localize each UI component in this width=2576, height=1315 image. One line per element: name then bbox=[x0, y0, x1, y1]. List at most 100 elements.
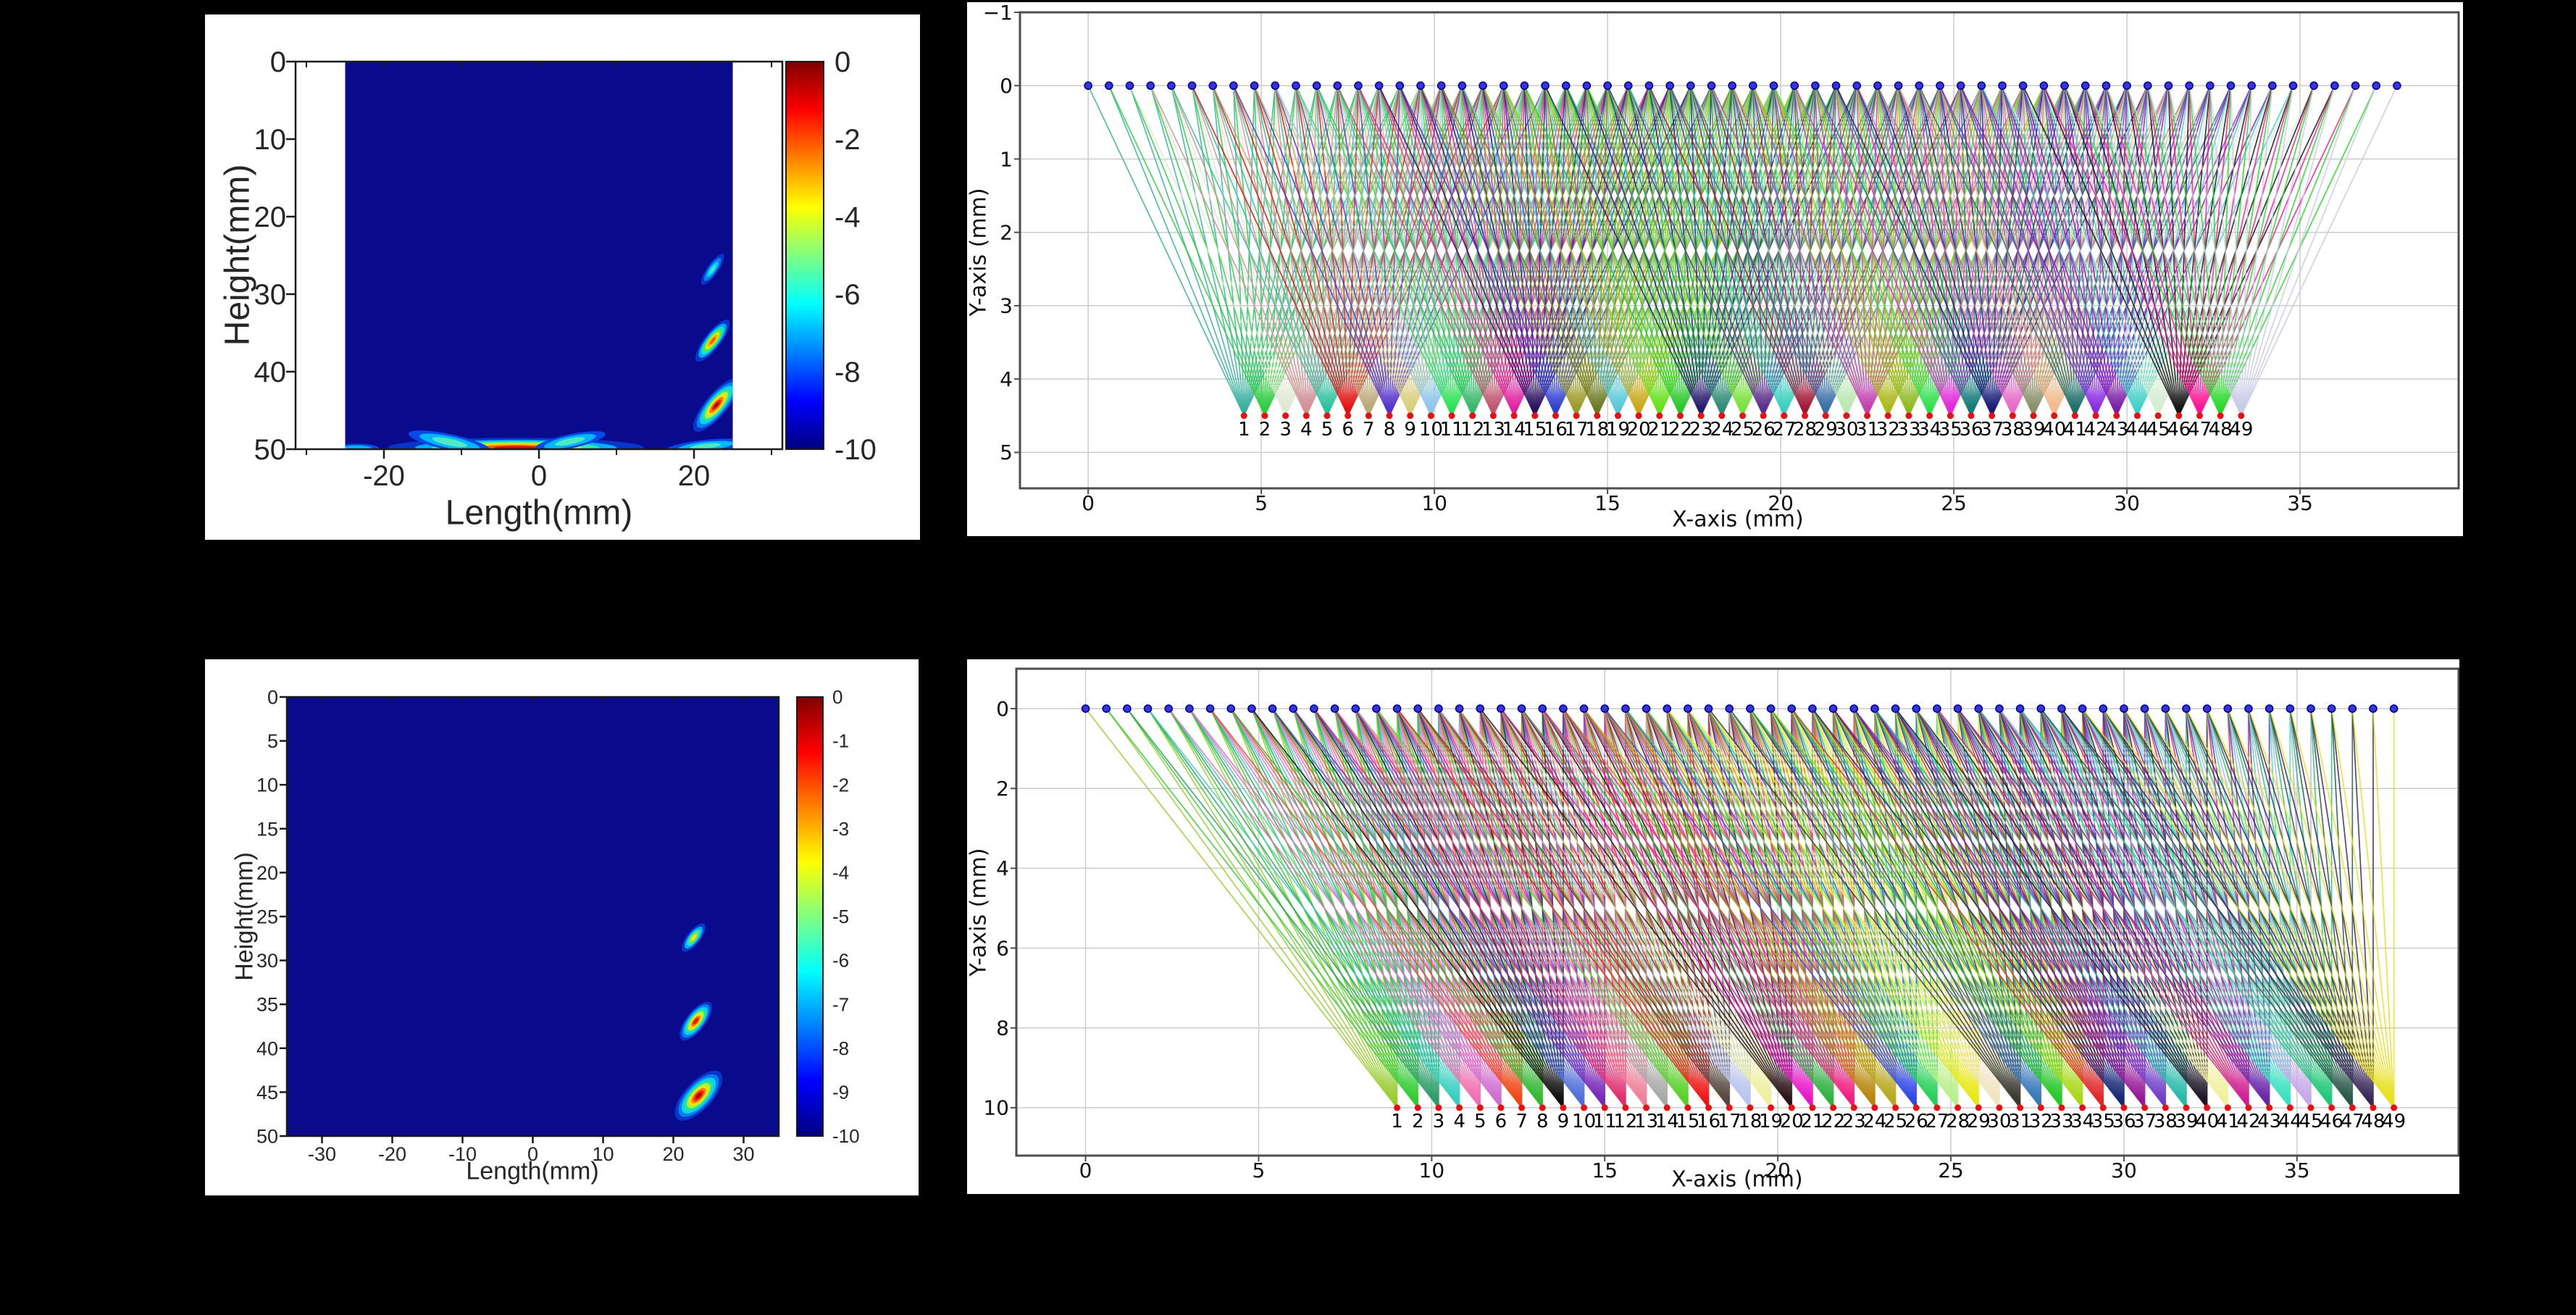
focus-number-label: 16 bbox=[1697, 1111, 1720, 1132]
element-marker bbox=[2223, 704, 2233, 713]
focus-marker bbox=[1954, 1104, 1962, 1111]
focus-number-label: 2 bbox=[1259, 419, 1271, 441]
y-tick-label: 4 bbox=[996, 856, 1009, 880]
element-marker bbox=[2081, 81, 2090, 91]
panel-top-left-heatmap: 0 10 20 30 40 50 -20 0 20 0 -2 -4 -6 -8 -10 Height(mm)… bbox=[205, 14, 920, 540]
panel-bottom-right-rays: 1 2 3 4 5 6 7 8 9 10 11 12 13 14 15 16 17 18 19 20 21 22 23 24 2… bbox=[966, 659, 2459, 1194]
colorbar-tick-label: -2 bbox=[835, 124, 861, 156]
element-marker bbox=[1458, 81, 1467, 91]
focus-number-label: 18 bbox=[1738, 1111, 1762, 1132]
focus-marker bbox=[1809, 1104, 1816, 1111]
element-marker bbox=[1312, 81, 1321, 91]
focus-marker bbox=[1718, 412, 1726, 419]
focus-marker bbox=[1531, 412, 1539, 419]
focus-number-label: 8 bbox=[1384, 419, 1396, 441]
element-marker bbox=[1437, 81, 1446, 91]
element-marker bbox=[1146, 81, 1155, 91]
x-tick-label: 20 bbox=[1765, 1159, 1791, 1182]
colorbar-tick-label: -10 bbox=[832, 1125, 860, 1147]
focus-marker bbox=[2183, 1104, 2190, 1111]
focus-marker bbox=[1261, 412, 1268, 419]
element-marker bbox=[1125, 81, 1134, 91]
y-tick-label: 40 bbox=[256, 1038, 278, 1059]
tick-labels: 0 5 10 15 20 25 30 35 40 45 50 -30 -20 -10 0 10 20 30 bbox=[256, 686, 755, 1165]
focus-marker bbox=[1663, 1104, 1670, 1111]
focus-number-label: 28 bbox=[1946, 1111, 1970, 1132]
heatmap-blob bbox=[345, 443, 380, 449]
focus-marker bbox=[1448, 412, 1455, 419]
focus-number-label: 23 bbox=[1689, 419, 1713, 441]
element-marker bbox=[1579, 704, 1589, 713]
y-tick-label: 0 bbox=[270, 46, 286, 78]
focus-marker bbox=[1705, 1104, 1713, 1111]
element-marker bbox=[1915, 81, 1924, 91]
focus-marker bbox=[1407, 412, 1414, 419]
focus-number-label: 31 bbox=[1855, 419, 1879, 441]
element-marker bbox=[1870, 704, 1879, 713]
x-tick-label: 10 bbox=[1419, 1159, 1445, 1182]
focus-marker bbox=[1282, 412, 1289, 419]
element-marker bbox=[1728, 81, 1737, 91]
element-marker bbox=[2330, 81, 2339, 91]
focus-number-label: 14 bbox=[1502, 419, 1526, 441]
focus-number-label: 18 bbox=[1585, 419, 1609, 441]
panel-bottom-left-heatmap: 0 5 10 15 20 25 30 35 40 45 50 -30 -20 -10 0 10 20 30 0 -1 -… bbox=[205, 659, 919, 1195]
focus-number-label: 10 bbox=[1419, 419, 1443, 441]
focus-number-label: 21 bbox=[1647, 419, 1671, 441]
focus-number-label: 41 bbox=[2063, 419, 2087, 441]
element-marker bbox=[2202, 704, 2212, 713]
colorbar-tick-label: -6 bbox=[832, 950, 849, 972]
element-marker bbox=[2185, 81, 2194, 91]
element-marker bbox=[1707, 81, 1716, 91]
bottom-left-x-axis-label: Length(mm) bbox=[466, 1157, 599, 1185]
element-marker bbox=[1912, 704, 1921, 713]
focus-marker bbox=[1345, 412, 1352, 419]
ray-fan bbox=[2084, 85, 2398, 417]
x-tick-label: 0 bbox=[527, 1143, 538, 1165]
element-marker bbox=[1167, 81, 1176, 91]
colorbar-tick-label: -10 bbox=[835, 434, 877, 466]
focus-marker bbox=[1469, 412, 1476, 419]
focus-marker bbox=[1573, 412, 1580, 419]
focus-marker bbox=[2224, 1104, 2231, 1111]
focus-marker bbox=[1781, 412, 1788, 419]
heatmap-blob bbox=[674, 1070, 723, 1121]
y-tick-label: 15 bbox=[256, 818, 278, 840]
focus-marker bbox=[1677, 412, 1684, 419]
focus-marker bbox=[1975, 1104, 1982, 1111]
element-marker bbox=[2018, 81, 2028, 91]
focus-marker bbox=[2266, 1104, 2273, 1111]
element-marker bbox=[1891, 704, 1900, 713]
focus-marker bbox=[2391, 1104, 2398, 1111]
focus-marker bbox=[1802, 412, 1809, 419]
focus-marker bbox=[2037, 1104, 2044, 1111]
focus-number-label: 48 bbox=[2361, 1111, 2385, 1132]
focus-marker bbox=[1552, 412, 1559, 419]
focus-number-label: 29 bbox=[1814, 419, 1838, 441]
element-marker bbox=[1081, 704, 1090, 713]
heatmap-blob bbox=[695, 320, 730, 362]
element-marker bbox=[1974, 704, 1983, 713]
focus-marker bbox=[1539, 1104, 1546, 1111]
focus-marker bbox=[2286, 1104, 2293, 1111]
colorbar-tick-label: 0 bbox=[832, 686, 842, 708]
element-marker bbox=[1933, 704, 1941, 713]
y-tick-label: 3 bbox=[1000, 294, 1013, 318]
y-tick-label: 8 bbox=[996, 1016, 1009, 1040]
focus-number-label: 24 bbox=[1710, 419, 1734, 441]
colorbar-tick-label: -3 bbox=[832, 818, 849, 840]
bottom-right-x-axis-label: X-axis (mm) bbox=[1671, 1166, 1803, 1193]
element-marker bbox=[1229, 81, 1238, 91]
colorbar-tick-label: -8 bbox=[835, 356, 861, 388]
focus-marker bbox=[1635, 412, 1642, 419]
focus-number-labels: 1 2 3 4 5 6 7 8 9 1011121314151617181920212223242… bbox=[1238, 419, 2253, 441]
focus-marker bbox=[2079, 1104, 2086, 1111]
element-marker bbox=[1434, 704, 1443, 713]
focus-number-label: 19 bbox=[1759, 1111, 1783, 1132]
focus-number-label: 20 bbox=[1627, 419, 1651, 441]
y-tick-label: 2 bbox=[996, 777, 1009, 801]
element-marker bbox=[1105, 81, 1113, 91]
focus-marker bbox=[2058, 1104, 2065, 1111]
focus-number-label: 23 bbox=[1842, 1111, 1866, 1132]
